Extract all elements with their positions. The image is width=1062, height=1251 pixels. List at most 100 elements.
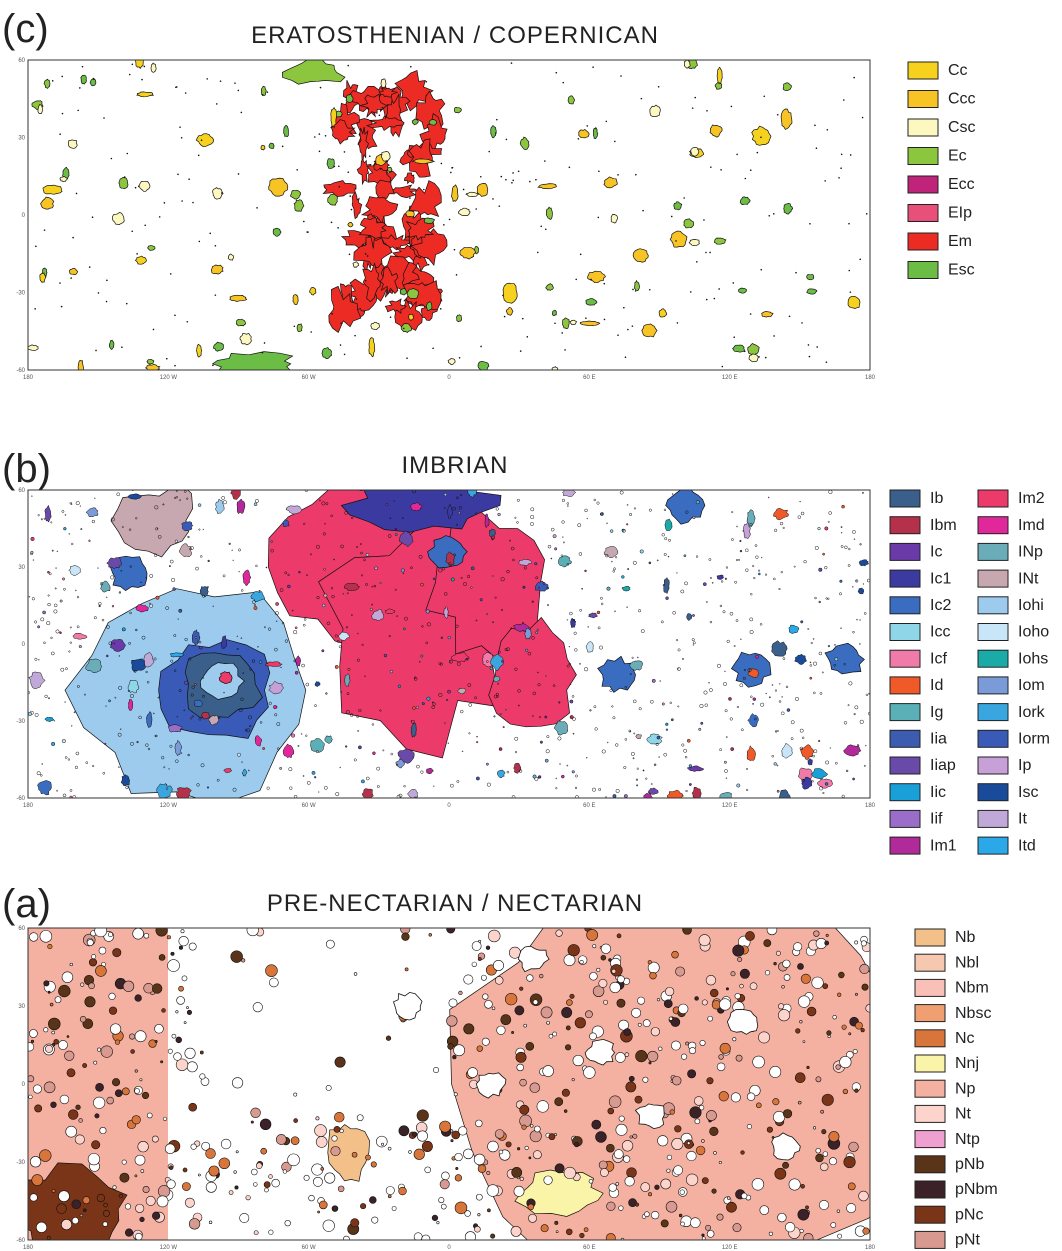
dot	[162, 503, 165, 506]
dot	[324, 134, 327, 137]
dot	[636, 767, 639, 770]
feature	[794, 1072, 806, 1083]
feature	[350, 1218, 360, 1228]
feature	[716, 1062, 726, 1072]
feature	[439, 1179, 450, 1190]
geologic-unit	[39, 272, 46, 283]
dot	[106, 596, 108, 599]
dot	[174, 364, 176, 367]
feature	[583, 1227, 589, 1233]
dot	[495, 507, 499, 511]
dot	[314, 776, 317, 779]
dot	[661, 702, 665, 706]
dot	[675, 240, 677, 242]
feature	[94, 928, 107, 938]
dot	[338, 645, 342, 649]
legend-label: Ic1	[930, 570, 951, 587]
dot	[657, 85, 660, 88]
dot	[155, 595, 160, 600]
dot	[31, 597, 35, 601]
dot	[135, 517, 138, 520]
feature	[491, 1006, 496, 1010]
dot	[552, 684, 556, 687]
feature	[837, 1233, 843, 1239]
feature	[637, 1022, 642, 1027]
dot	[574, 648, 578, 652]
dot	[433, 785, 435, 787]
geologic-unit	[338, 631, 351, 641]
feature	[49, 1002, 54, 1007]
feature	[701, 1236, 706, 1240]
dot	[739, 539, 742, 543]
dot	[206, 78, 209, 80]
feature	[463, 974, 474, 985]
geologic-unit	[411, 118, 419, 126]
geologic-unit	[326, 158, 335, 169]
dot	[242, 672, 245, 674]
dot	[155, 527, 159, 531]
dot	[486, 613, 489, 616]
geologic-unit	[771, 1132, 801, 1161]
feature	[496, 1025, 506, 1035]
dot	[840, 526, 843, 528]
geologic-unit	[783, 203, 794, 215]
dot	[284, 639, 289, 643]
dot	[305, 682, 310, 687]
geologic-unit	[425, 301, 433, 312]
dot	[186, 320, 189, 323]
dot	[603, 318, 606, 321]
dot	[562, 541, 565, 544]
dot	[294, 626, 298, 630]
dot	[749, 169, 752, 171]
feature	[561, 1007, 573, 1018]
dot	[703, 690, 708, 695]
dot	[865, 213, 868, 215]
legend-swatch	[889, 489, 921, 508]
feature	[648, 1061, 652, 1065]
feature	[64, 1050, 75, 1061]
feature	[39, 1149, 52, 1162]
feature	[178, 985, 184, 992]
feature	[408, 1150, 412, 1154]
dot	[426, 696, 431, 701]
dot	[158, 216, 161, 218]
feature	[75, 1104, 81, 1110]
geologic-unit	[634, 279, 640, 292]
dot	[420, 582, 424, 587]
dot	[184, 680, 189, 685]
dot	[607, 741, 609, 744]
geologic-unit	[227, 253, 235, 261]
feature	[572, 1054, 584, 1067]
geologic-unit	[411, 158, 436, 164]
dot	[476, 741, 479, 744]
feature	[250, 1120, 254, 1124]
dot	[731, 538, 734, 541]
dot	[92, 764, 95, 768]
dot	[510, 62, 513, 64]
dot	[402, 572, 405, 575]
dot	[505, 138, 508, 141]
feature	[412, 1131, 418, 1137]
dot	[739, 683, 744, 688]
legend-swatch	[889, 649, 921, 668]
dot	[834, 657, 839, 662]
dot	[202, 677, 205, 679]
dot	[615, 743, 619, 747]
dot	[440, 162, 443, 165]
dot	[261, 93, 264, 96]
dot	[668, 538, 671, 542]
dot	[410, 720, 413, 722]
dot	[760, 702, 765, 707]
dot	[279, 766, 283, 770]
dot	[212, 605, 214, 608]
feature	[861, 983, 869, 991]
dot	[781, 696, 783, 698]
dot	[180, 752, 183, 754]
feature	[369, 1196, 377, 1204]
dot	[403, 627, 406, 631]
feature	[623, 1028, 632, 1036]
geologic-unit	[296, 323, 303, 333]
dot	[38, 658, 40, 661]
dot	[91, 519, 96, 524]
feature	[235, 1150, 239, 1154]
